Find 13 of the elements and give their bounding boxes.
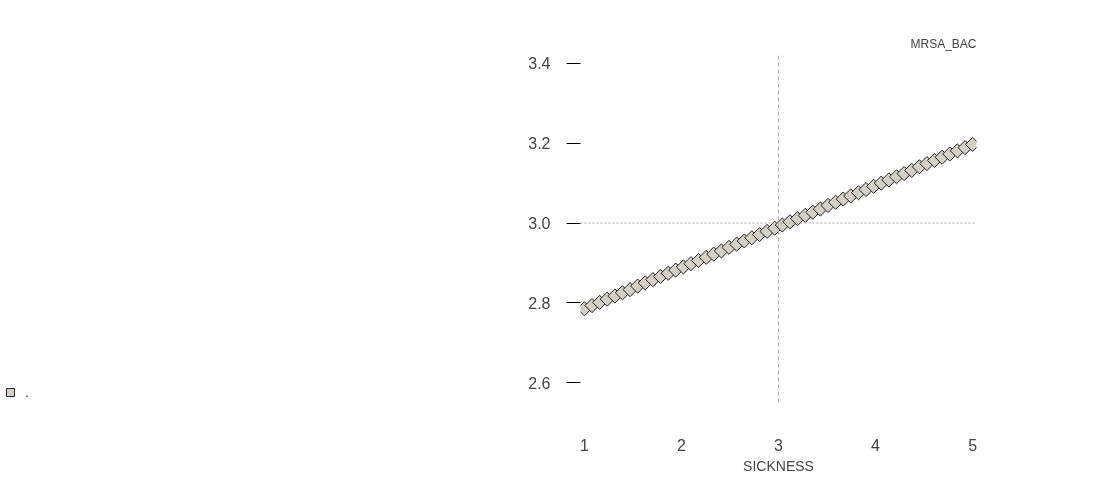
- chart-title: MRSA_BAC: [910, 36, 977, 51]
- y-tick-label: 3.4: [528, 55, 551, 73]
- legend-label: .: [25, 384, 30, 400]
- y-tick-label: 3.0: [528, 215, 551, 233]
- y-tick-label: 2.6: [528, 374, 551, 392]
- x-axis-title: SICKNESS: [743, 457, 814, 474]
- x-tick-label: 3: [774, 436, 784, 454]
- y-tick-label: 2.8: [528, 294, 551, 312]
- x-tick-label: 5: [968, 436, 978, 454]
- x-tick-label: 1: [579, 436, 589, 454]
- x-tick-label: 4: [871, 436, 881, 454]
- x-tick-label: 2: [676, 436, 686, 454]
- y-tick-label: 3.2: [528, 135, 551, 153]
